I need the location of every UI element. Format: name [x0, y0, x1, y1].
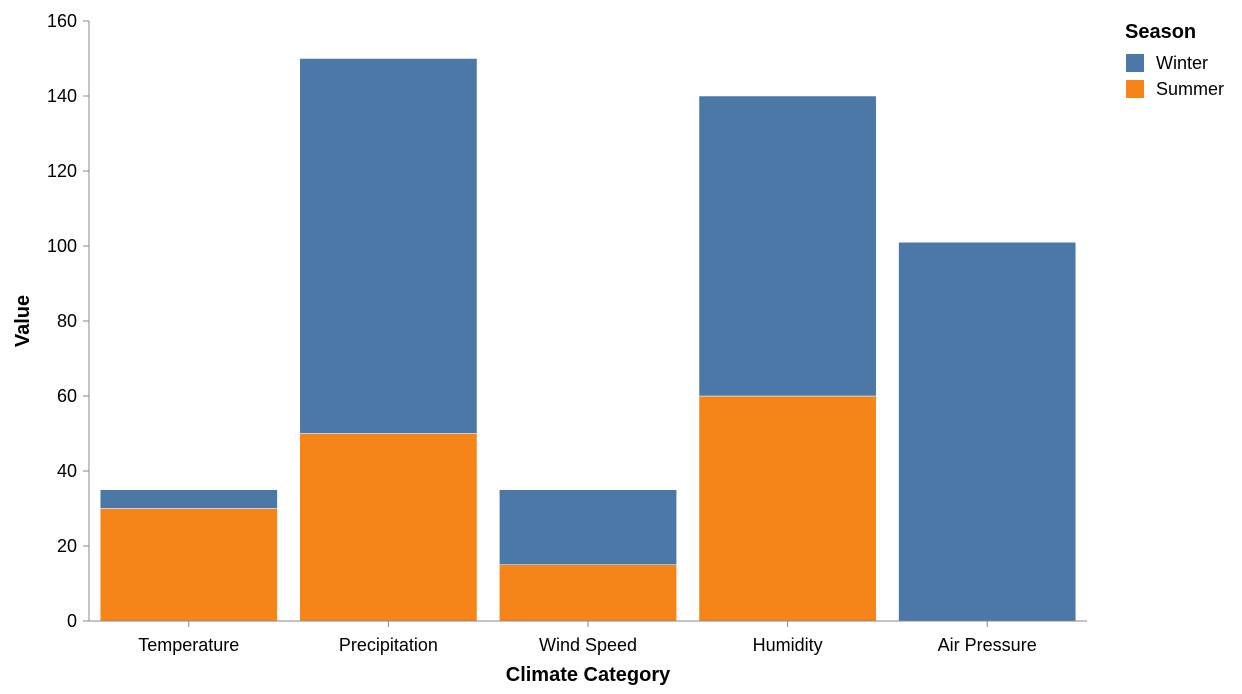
bar-temperature-summer: [99, 508, 278, 622]
y-tick-label: 160: [47, 11, 77, 31]
x-tick-label: Humidity: [753, 635, 823, 655]
y-tick-label: 80: [57, 311, 77, 331]
y-tick-label: 100: [47, 236, 77, 256]
bar-air-pressure-winter: [898, 242, 1077, 622]
y-tick-label: 120: [47, 161, 77, 181]
x-axis: Temperature Precipitation Wind Speed Humidi…: [89, 620, 1087, 655]
bar-wind-speed-winter: [499, 489, 677, 565]
y-tick-label: 140: [47, 86, 77, 106]
x-tick-label: Air Pressure: [938, 635, 1037, 655]
bar-humidity-summer: [698, 395, 877, 622]
y-axis-title: Value: [12, 295, 34, 347]
bar-wind-speed-summer: [499, 564, 677, 622]
bars-layer: [99, 58, 1077, 622]
legend-label-summer: Summer: [1156, 79, 1224, 99]
bar-precipitation-winter: [299, 58, 478, 434]
x-tick-label: Precipitation: [339, 635, 438, 655]
x-axis-title: Climate Category: [506, 664, 671, 686]
x-tick-label: Temperature: [138, 635, 239, 655]
y-tick-label: 20: [57, 536, 77, 556]
bar-temperature-winter: [99, 489, 278, 509]
y-tick-label: 60: [57, 386, 77, 406]
y-tick-label: 0: [67, 611, 77, 631]
legend-label-winter: Winter: [1156, 53, 1208, 73]
legend: Season Winter Summer: [1125, 21, 1224, 99]
bar-humidity-winter: [698, 95, 877, 397]
x-tick-label: Wind Speed: [539, 635, 637, 655]
legend-swatch-summer: [1126, 80, 1144, 98]
bar-precipitation-summer: [299, 433, 478, 622]
legend-swatch-winter: [1126, 54, 1144, 72]
y-axis: 0 20 40 60 80 100 120 140 160: [47, 11, 90, 631]
y-tick-label: 40: [57, 461, 77, 481]
legend-title: Season: [1125, 21, 1196, 43]
